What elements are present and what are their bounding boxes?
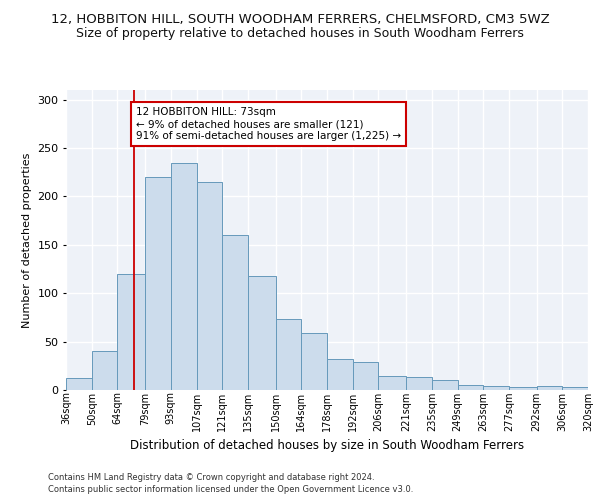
Bar: [353, 362, 379, 390]
Bar: [458, 385, 483, 390]
Bar: [222, 235, 248, 390]
Bar: [197, 182, 222, 390]
Bar: [379, 376, 406, 390]
Bar: [562, 387, 588, 390]
X-axis label: Distribution of detached houses by size in South Woodham Ferrers: Distribution of detached houses by size …: [130, 439, 524, 452]
Bar: [483, 386, 509, 390]
Text: Size of property relative to detached houses in South Woodham Ferrers: Size of property relative to detached ho…: [76, 28, 524, 40]
Y-axis label: Number of detached properties: Number of detached properties: [22, 152, 32, 328]
Bar: [301, 333, 327, 390]
Text: Contains HM Land Registry data © Crown copyright and database right 2024.: Contains HM Land Registry data © Crown c…: [48, 472, 374, 482]
Bar: [406, 378, 432, 390]
Bar: [145, 177, 171, 390]
Bar: [536, 386, 562, 390]
Text: Contains public sector information licensed under the Open Government Licence v3: Contains public sector information licen…: [48, 485, 413, 494]
Bar: [275, 320, 301, 390]
Bar: [92, 352, 118, 390]
Text: 12 HOBBITON HILL: 73sqm
← 9% of detached houses are smaller (121)
91% of semi-de: 12 HOBBITON HILL: 73sqm ← 9% of detached…: [136, 108, 401, 140]
Bar: [171, 162, 197, 390]
Bar: [118, 274, 145, 390]
Text: 12, HOBBITON HILL, SOUTH WOODHAM FERRERS, CHELMSFORD, CM3 5WZ: 12, HOBBITON HILL, SOUTH WOODHAM FERRERS…: [50, 12, 550, 26]
Bar: [327, 359, 353, 390]
Bar: [509, 387, 536, 390]
Bar: [248, 276, 275, 390]
Bar: [432, 380, 458, 390]
Bar: [66, 378, 92, 390]
